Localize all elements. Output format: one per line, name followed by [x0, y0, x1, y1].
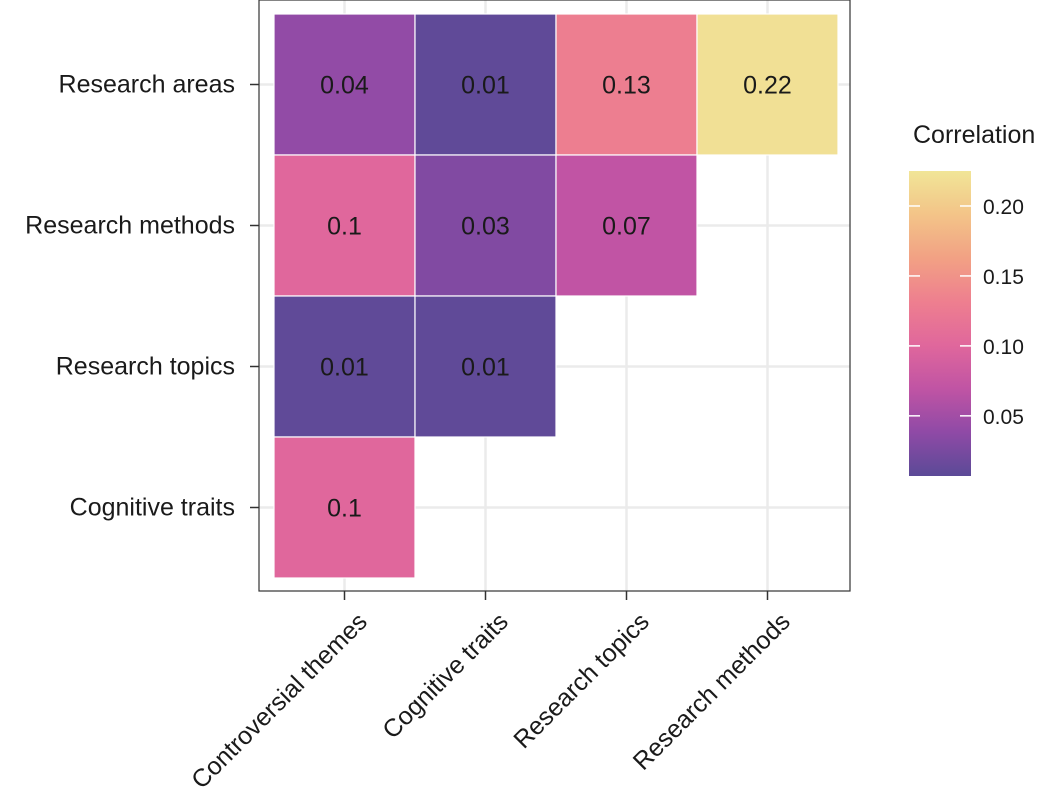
heatmap-cell-research-topics-cognitive-traits: 0.01 — [414, 295, 557, 438]
heatmap-cell-fill — [414, 13, 557, 156]
heatmap-cell-research-methods-research-topics: 0.07 — [555, 154, 698, 297]
cell-value-label: 0.1 — [327, 495, 362, 523]
y-axis-label-research-topics: Research topics — [56, 353, 235, 381]
heatmap-cell-fill — [414, 295, 557, 438]
cell-value-label: 0.1 — [327, 213, 362, 241]
y-axis-labels: Research areas Research methods Research t… — [25, 71, 235, 522]
legend-tick-label: 0.15 — [983, 266, 1024, 289]
heatmap-cell-fill — [273, 436, 416, 579]
legend: Correlation 0.05 0.10 0.15 0.20 — [909, 121, 1035, 476]
legend-tick-label: 0.10 — [983, 336, 1024, 359]
heatmap-cell-research-areas-research-topics: 0.13 — [555, 13, 698, 156]
heatmap-cell-research-areas-controversial-themes: 0.04 — [273, 13, 416, 156]
cell-value-label: 0.22 — [743, 72, 792, 100]
heatmap-cell-fill — [273, 154, 416, 297]
heatmap-cell-fill — [273, 295, 416, 438]
heatmap-cell-research-topics-controversial-themes: 0.01 — [273, 295, 416, 438]
cell-value-label: 0.04 — [320, 72, 369, 100]
heatmap-cell-research-methods-controversial-themes: 0.1 — [273, 154, 416, 297]
axis-ticks — [250, 83, 769, 600]
x-axis-label-controversial-themes: Controversial themes — [186, 608, 373, 795]
cell-value-label: 0.01 — [461, 72, 510, 100]
y-axis-label-research-methods: Research methods — [25, 212, 235, 240]
x-axis-label-research-topics: Research topics — [508, 608, 655, 755]
x-axis-labels: Controversial themes Cognitive traitsRese… — [186, 608, 796, 795]
cell-value-label: 0.07 — [602, 213, 651, 241]
legend-title: Correlation — [913, 121, 1035, 149]
legend-ticks: 0.05 0.10 0.15 0.20 — [909, 196, 1024, 429]
y-axis-label-cognitive-traits: Cognitive traits — [70, 494, 235, 522]
cell-value-label: 0.03 — [461, 213, 510, 241]
x-axis-label-cognitive-traits: Cognitive traits — [377, 608, 514, 745]
heatmap-cell-research-methods-cognitive-traits: 0.03 — [414, 154, 557, 297]
legend-tick-label: 0.20 — [983, 196, 1024, 219]
cell-value-label: 0.01 — [461, 354, 510, 382]
heatmap-cell-fill — [696, 13, 839, 156]
panel-border — [258, 0, 851, 592]
legend-colorbar — [909, 171, 971, 476]
legend-tick-label: 0.05 — [983, 406, 1024, 429]
y-axis-label-research-areas: Research areas — [59, 71, 235, 99]
heatmap-cell-cognitive-traits-controversial-themes: 0.1 — [273, 436, 416, 579]
cell-value-label: 0.13 — [602, 72, 651, 100]
cell-value-label: 0.01 — [320, 354, 369, 382]
heatmap-cell-fill — [273, 13, 416, 156]
heatmap-cell-research-areas-research-methods: 0.22 — [696, 13, 839, 156]
heatmap-cell-research-areas-cognitive-traits: 0.01 — [414, 13, 557, 156]
heatmap-cells: 0.04 0.01 0.13 0.22 0.1 0.03 0.07 0.01 0.01 0.1 — [273, 13, 839, 579]
x-axis-label-research-methods: Research methods — [628, 608, 796, 776]
heatmap-cell-fill — [555, 154, 698, 297]
